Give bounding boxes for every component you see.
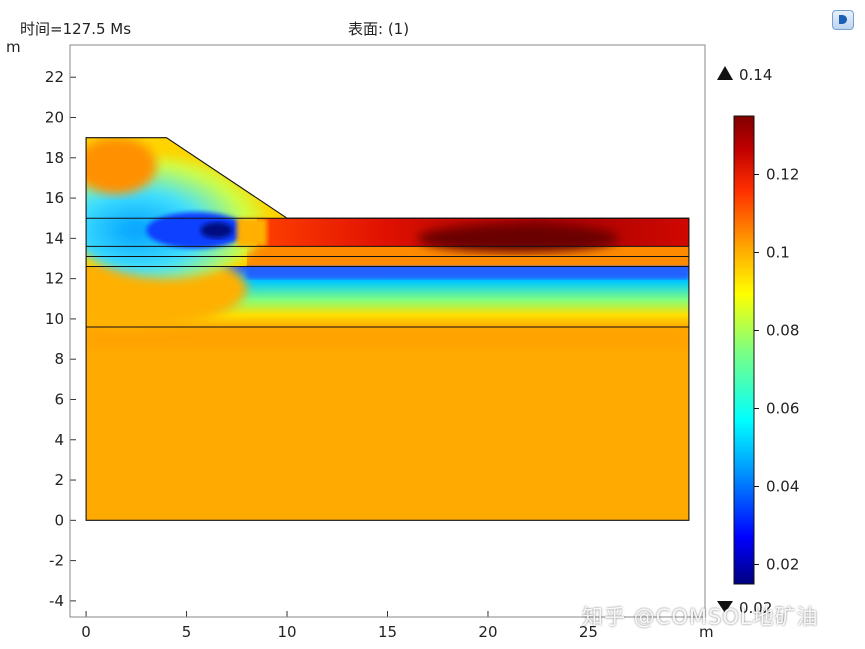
y-tick-label: -4: [49, 592, 64, 610]
watermark-text: 知乎 @COMSOL地矿油: [582, 605, 819, 629]
y-tick-label: 16: [45, 189, 64, 207]
y-tick-label: 6: [54, 390, 64, 408]
x-tick-label: 25: [579, 623, 598, 641]
colorbar-max-label: 0.14: [739, 66, 772, 84]
y-tick-label: 18: [45, 149, 64, 167]
colorbar-gradient: [733, 115, 755, 585]
y-tick-label: 12: [45, 270, 64, 288]
field-slope-warm: [86, 137, 157, 195]
colorbar-tick-label: 0.04: [766, 478, 799, 496]
colorbar-tick-label: 0.12: [766, 166, 799, 184]
y-tick-label: 22: [45, 68, 64, 86]
y-tick-label: 20: [45, 109, 64, 127]
y-tick-label: 8: [54, 350, 64, 368]
surface-label: 表面: (1): [348, 20, 410, 38]
colorbar-tick-label: 0.06: [766, 400, 799, 418]
y-tick-label: 14: [45, 229, 64, 247]
x-axis-label: m: [699, 623, 714, 641]
colorbar-tick-label: 0.1: [766, 244, 790, 262]
x-tick-label: 5: [182, 623, 192, 641]
min-triangle-icon: [717, 601, 733, 613]
x-tick-label: 20: [478, 623, 497, 641]
field-dark-red: [417, 224, 619, 253]
y-axis-label: m: [6, 38, 21, 56]
time-label: 时间=127.5 Ms: [20, 20, 132, 38]
field-base-upper: [86, 326, 689, 350]
y-tick-label: 10: [45, 310, 64, 328]
x-tick-label: 0: [81, 623, 91, 641]
colorbar-tick-label: 0.08: [766, 322, 799, 340]
field-red-edge: [236, 218, 267, 247]
y-tick-label: 2: [54, 471, 64, 489]
y-tick-label: 0: [54, 511, 64, 529]
max-triangle-icon: [717, 66, 733, 80]
field-blue-strip: [246, 266, 689, 279]
y-tick-label: 4: [54, 431, 64, 449]
field-darkblue-pocket: [200, 222, 233, 239]
comsol-logo-icon[interactable]: [832, 10, 854, 30]
field-blue-pocket: [146, 212, 247, 249]
x-tick-label: 15: [378, 623, 397, 641]
colorbar-tick-label: 0.02: [766, 556, 799, 574]
x-tick-label: 10: [277, 623, 296, 641]
colorbar: 0.12 0.1 0.08 0.06 0.04 0.02 0.14 0.02: [717, 66, 799, 617]
colorbar-min-label: 0.02: [739, 599, 772, 617]
y-tick-label: -2: [49, 552, 64, 570]
